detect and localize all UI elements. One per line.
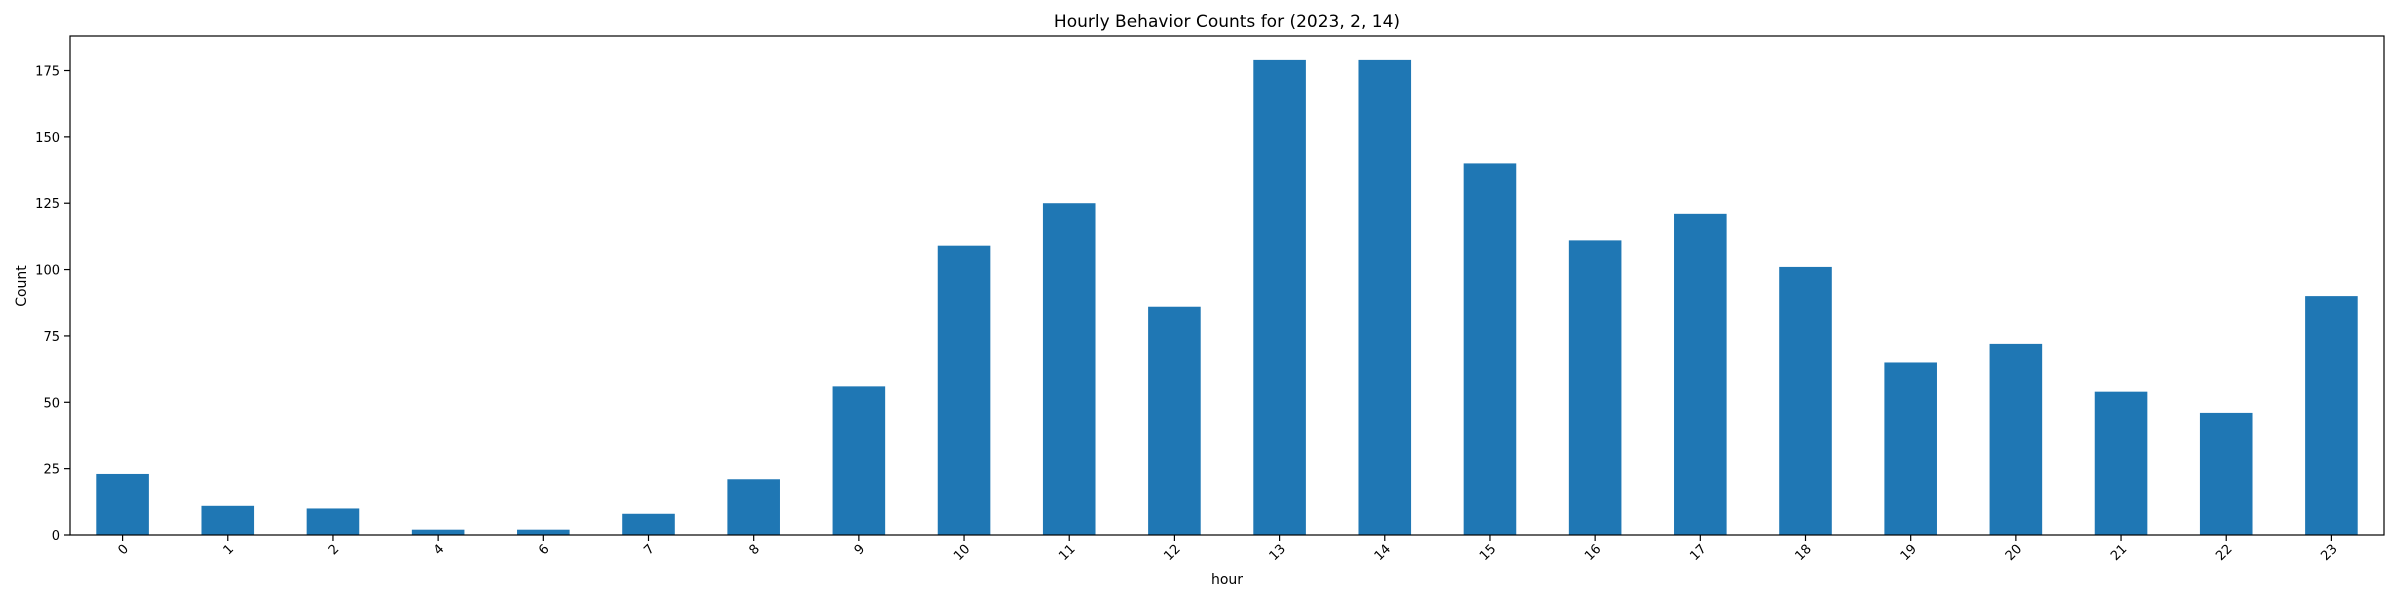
bar-hour-8 xyxy=(727,479,780,535)
y-tick-label: 150 xyxy=(35,131,60,146)
x-tick-label: 15 xyxy=(1477,542,1499,564)
y-tick-label: 0 xyxy=(52,529,60,544)
x-tick-label: 21 xyxy=(2108,542,2130,564)
chart-title: Hourly Behavior Counts for (2023, 2, 14) xyxy=(1054,12,1400,32)
bar-hour-19 xyxy=(1884,362,1937,535)
y-tick-label: 50 xyxy=(43,396,60,411)
x-tick-label: 10 xyxy=(951,542,973,564)
y-axis-ticks: 0 25 50 75 100 125 150 175 xyxy=(35,65,70,544)
bar-hour-15 xyxy=(1463,163,1517,536)
bar-hour-10 xyxy=(937,245,991,536)
bar-hour-14 xyxy=(1358,59,1412,535)
bars-group xyxy=(96,59,2358,536)
x-tick-label: 8 xyxy=(747,542,763,558)
x-axis-ticks: 0 1 2 4 6 7 8 9 10 11 12 13 14 15 16 17 18 19 20 21 22 23 xyxy=(115,535,2341,564)
x-tick-label: 17 xyxy=(1687,542,1709,564)
x-tick-label: 20 xyxy=(2003,542,2025,564)
x-tick-label: 2 xyxy=(326,542,342,558)
x-tick-label: 1 xyxy=(221,542,237,558)
x-tick-label: 16 xyxy=(1582,542,1604,564)
y-axis-label: Count xyxy=(14,265,30,307)
bar-hour-7 xyxy=(622,513,675,535)
x-tick-label: 18 xyxy=(1792,542,1814,564)
x-tick-label: 11 xyxy=(1056,542,1078,564)
bar-hour-18 xyxy=(1779,266,1832,535)
bar-hour-21 xyxy=(2094,391,2148,535)
x-tick-label: 0 xyxy=(115,542,131,558)
bar-hour-23 xyxy=(2305,296,2358,535)
y-tick-label: 100 xyxy=(35,264,60,279)
bar-hour-6 xyxy=(517,529,570,535)
x-tick-label: 6 xyxy=(536,542,552,558)
bar-hour-1 xyxy=(201,505,255,535)
x-tick-label: 22 xyxy=(2213,542,2235,564)
x-tick-label: 4 xyxy=(431,542,447,558)
x-tick-label: 23 xyxy=(2318,542,2340,564)
x-tick-label: 14 xyxy=(1372,542,1394,564)
y-tick-label: 125 xyxy=(35,197,60,212)
plot-frame xyxy=(69,35,2385,536)
bar-hour-13 xyxy=(1253,59,1306,535)
x-tick-label: 7 xyxy=(641,542,657,558)
bar-hour-12 xyxy=(1148,306,1201,535)
x-tick-label: 19 xyxy=(1898,542,1920,564)
bar-hour-22 xyxy=(2199,412,2253,535)
x-tick-label: 12 xyxy=(1161,542,1183,564)
bar-hour-9 xyxy=(832,386,886,535)
bar-hour-20 xyxy=(1989,343,2043,535)
y-tick-label: 75 xyxy=(43,330,60,345)
bar-hour-16 xyxy=(1568,240,1622,535)
y-tick-label: 25 xyxy=(43,463,60,478)
y-tick-label: 175 xyxy=(35,65,60,80)
x-axis-label: hour xyxy=(1211,572,1243,588)
bar-hour-0 xyxy=(96,473,149,535)
x-tick-label: 13 xyxy=(1267,542,1289,564)
bar-hour-2 xyxy=(306,508,360,535)
x-tick-label: 9 xyxy=(852,542,868,558)
bar-hour-11 xyxy=(1042,203,1096,535)
bar-hour-4 xyxy=(411,529,465,535)
bar-hour-17 xyxy=(1674,213,1727,535)
